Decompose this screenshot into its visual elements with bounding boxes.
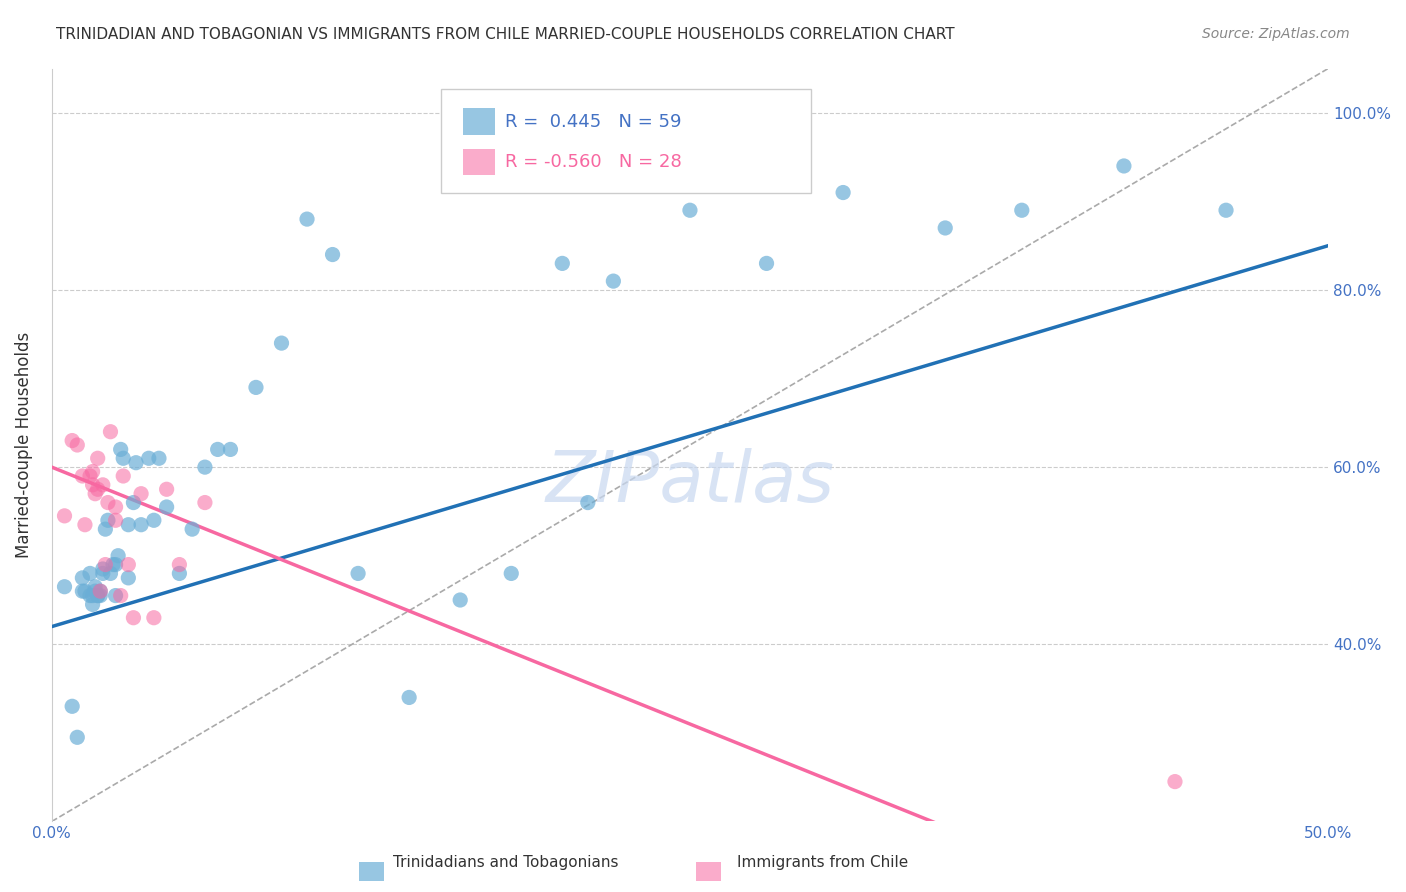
Point xyxy=(94,522,117,536)
Point xyxy=(97,495,120,509)
Point xyxy=(551,256,574,270)
Point xyxy=(129,517,152,532)
Point xyxy=(84,580,107,594)
Point xyxy=(347,566,370,581)
Point xyxy=(100,566,122,581)
Y-axis label: Married-couple Households: Married-couple Households xyxy=(15,332,32,558)
Point xyxy=(117,517,139,532)
Point xyxy=(91,566,114,581)
Point xyxy=(1011,203,1033,218)
Point xyxy=(117,571,139,585)
Point xyxy=(169,566,191,581)
Point xyxy=(245,380,267,394)
Point xyxy=(104,558,127,572)
Point xyxy=(86,451,108,466)
Point xyxy=(194,460,217,475)
Point xyxy=(207,442,229,457)
Point xyxy=(86,589,108,603)
Point xyxy=(79,566,101,581)
Point xyxy=(82,478,104,492)
Point xyxy=(104,589,127,603)
Point xyxy=(72,571,94,585)
Point xyxy=(84,486,107,500)
Point xyxy=(89,589,111,603)
FancyBboxPatch shape xyxy=(463,149,495,176)
Point xyxy=(79,469,101,483)
Text: Source: ZipAtlas.com: Source: ZipAtlas.com xyxy=(1202,27,1350,41)
Point xyxy=(270,336,292,351)
Point xyxy=(169,558,191,572)
Text: ZIPatlas: ZIPatlas xyxy=(546,448,834,517)
Point xyxy=(107,549,129,563)
Point xyxy=(86,589,108,603)
Point xyxy=(110,442,132,457)
Point xyxy=(72,469,94,483)
Point xyxy=(148,451,170,466)
Point xyxy=(194,495,217,509)
Point xyxy=(219,442,242,457)
Point xyxy=(104,513,127,527)
Point xyxy=(398,690,420,705)
Text: TRINIDADIAN AND TOBAGONIAN VS IMMIGRANTS FROM CHILE MARRIED-COUPLE HOUSEHOLDS CO: TRINIDADIAN AND TOBAGONIAN VS IMMIGRANTS… xyxy=(56,27,955,42)
Point xyxy=(110,589,132,603)
Point xyxy=(89,584,111,599)
Point xyxy=(60,434,83,448)
Point xyxy=(53,580,76,594)
Point xyxy=(66,438,89,452)
Point xyxy=(112,469,135,483)
Point xyxy=(576,495,599,509)
Point xyxy=(73,584,96,599)
Point xyxy=(94,558,117,572)
Point xyxy=(100,425,122,439)
Point xyxy=(755,256,778,270)
Point xyxy=(181,522,204,536)
Point xyxy=(112,451,135,466)
Point xyxy=(73,517,96,532)
Point xyxy=(79,589,101,603)
Point xyxy=(86,483,108,497)
Point xyxy=(117,558,139,572)
Point xyxy=(501,566,523,581)
Point xyxy=(89,584,111,599)
Text: R = -0.560   N = 28: R = -0.560 N = 28 xyxy=(505,153,682,171)
Text: R =  0.445   N = 59: R = 0.445 N = 59 xyxy=(505,113,682,131)
Point xyxy=(82,589,104,603)
Point xyxy=(322,247,344,261)
Point xyxy=(122,611,145,625)
Point xyxy=(679,203,702,218)
Point xyxy=(60,699,83,714)
Point xyxy=(142,513,165,527)
Point xyxy=(138,451,160,466)
Point xyxy=(156,483,179,497)
Point xyxy=(53,508,76,523)
Point xyxy=(1112,159,1135,173)
Point xyxy=(82,465,104,479)
Point xyxy=(156,500,179,514)
Text: Immigrants from Chile: Immigrants from Chile xyxy=(737,855,908,870)
Point xyxy=(602,274,624,288)
Point xyxy=(82,598,104,612)
FancyBboxPatch shape xyxy=(463,109,495,135)
Point xyxy=(125,456,148,470)
Point xyxy=(84,584,107,599)
Point xyxy=(72,584,94,599)
Point xyxy=(97,513,120,527)
FancyBboxPatch shape xyxy=(441,89,811,193)
Point xyxy=(91,562,114,576)
Point xyxy=(91,478,114,492)
Point xyxy=(449,593,471,607)
Point xyxy=(104,500,127,514)
Point xyxy=(934,221,956,235)
Point xyxy=(295,212,318,227)
Point xyxy=(1215,203,1237,218)
Point xyxy=(1164,774,1187,789)
Point xyxy=(832,186,855,200)
Point xyxy=(122,495,145,509)
Point xyxy=(129,486,152,500)
Point xyxy=(101,558,124,572)
Point xyxy=(66,731,89,745)
Text: Trinidadians and Tobagonians: Trinidadians and Tobagonians xyxy=(394,855,619,870)
Point xyxy=(142,611,165,625)
